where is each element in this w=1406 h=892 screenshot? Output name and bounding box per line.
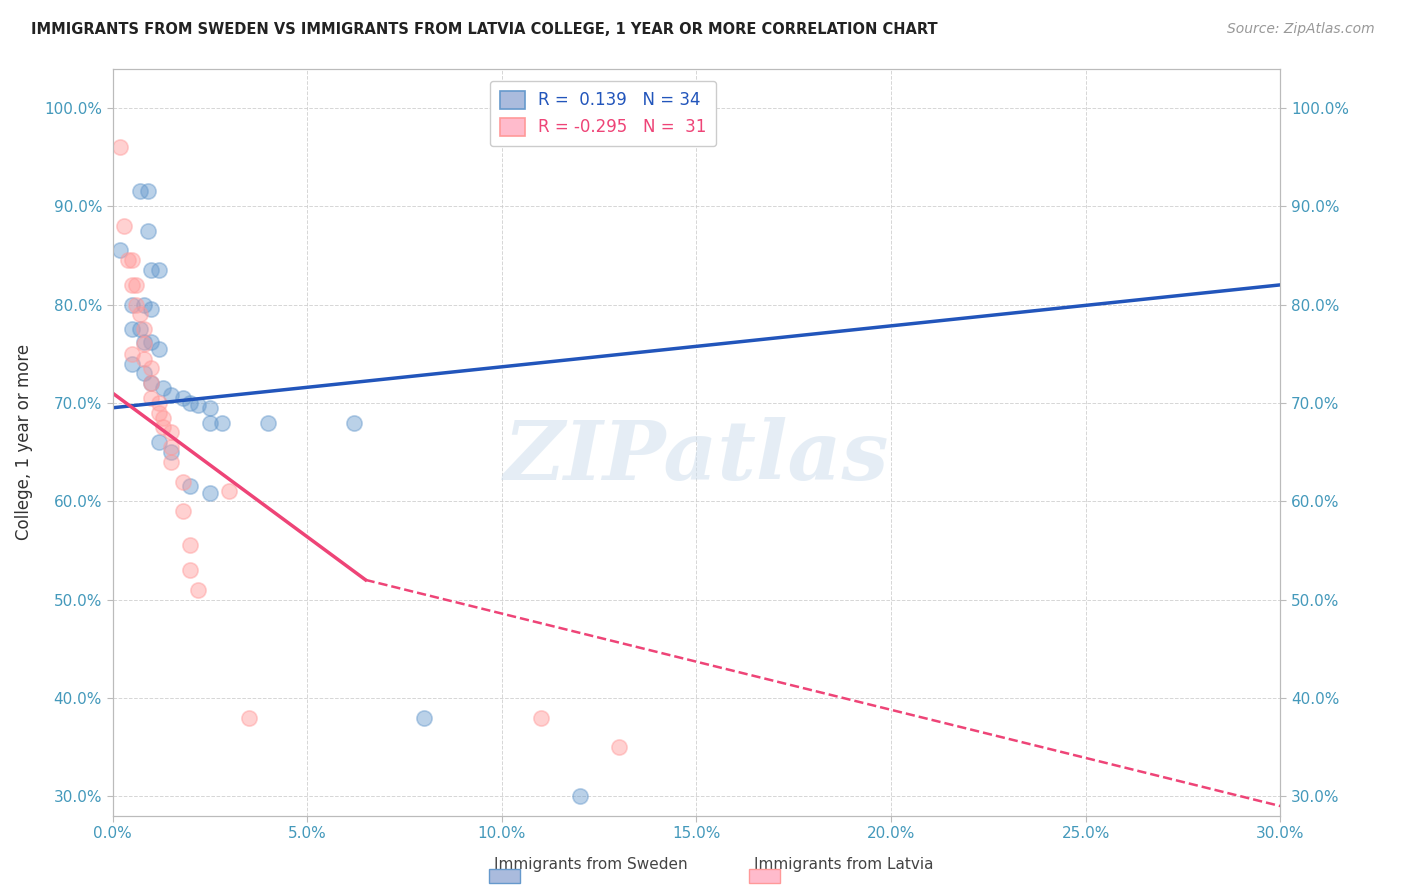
Text: Immigrants from Sweden: Immigrants from Sweden [494, 857, 688, 872]
Point [132, 297, 155, 311]
Point [125, 277, 148, 292]
Point [238, 710, 260, 724]
Point [172, 475, 194, 489]
Point [141, 263, 163, 277]
Point [125, 297, 148, 311]
Point [343, 416, 366, 430]
Point [187, 398, 209, 412]
Text: IMMIGRANTS FROM SWEDEN VS IMMIGRANTS FROM LATVIA COLLEGE, 1 YEAR OR MORE CORRELA: IMMIGRANTS FROM SWEDEN VS IMMIGRANTS FRO… [31, 22, 938, 37]
Point [112, 219, 135, 233]
Point [141, 334, 163, 349]
Point [148, 396, 170, 410]
Point [132, 351, 155, 366]
Point [132, 322, 155, 336]
Point [152, 381, 174, 395]
Point [132, 334, 155, 349]
Point [198, 486, 221, 500]
Point [117, 253, 139, 268]
Point [179, 539, 201, 553]
Point [198, 401, 221, 415]
Point [110, 244, 132, 258]
Point [152, 420, 174, 434]
Point [141, 376, 163, 391]
Point [121, 357, 143, 371]
Point [198, 416, 221, 430]
Legend: R =  0.139   N = 34, R = -0.295   N =  31: R = 0.139 N = 34, R = -0.295 N = 31 [489, 80, 717, 146]
Point [136, 224, 159, 238]
Point [257, 416, 280, 430]
Text: Source: ZipAtlas.com: Source: ZipAtlas.com [1227, 22, 1375, 37]
Point [530, 710, 553, 724]
Point [141, 361, 163, 376]
Point [148, 406, 170, 420]
Point [110, 140, 132, 154]
Point [413, 710, 436, 724]
Point [218, 484, 240, 499]
Point [187, 582, 209, 597]
Point [136, 185, 159, 199]
Point [121, 253, 143, 268]
Point [179, 563, 201, 577]
Point [160, 425, 183, 440]
Point [141, 376, 163, 391]
Point [128, 185, 150, 199]
Text: ZIPatlas: ZIPatlas [503, 417, 889, 497]
Point [148, 263, 170, 277]
Point [179, 396, 201, 410]
Point [568, 789, 591, 804]
Point [172, 391, 194, 405]
Point [172, 504, 194, 518]
Point [121, 277, 143, 292]
Y-axis label: College, 1 year or more: College, 1 year or more [15, 344, 32, 541]
Text: Immigrants from Latvia: Immigrants from Latvia [754, 857, 934, 872]
Point [128, 307, 150, 321]
Point [666, 101, 689, 115]
Point [160, 455, 183, 469]
Point [179, 479, 201, 493]
Point [211, 416, 233, 430]
Point [160, 440, 183, 454]
Point [121, 297, 143, 311]
Point [121, 322, 143, 336]
Point [160, 388, 183, 402]
Point [607, 740, 630, 755]
Point [152, 410, 174, 425]
Point [132, 337, 155, 351]
Point [132, 367, 155, 381]
Point [141, 302, 163, 317]
Point [141, 391, 163, 405]
Point [128, 322, 150, 336]
Point [148, 342, 170, 356]
Point [148, 435, 170, 450]
Point [121, 347, 143, 361]
Point [160, 445, 183, 459]
